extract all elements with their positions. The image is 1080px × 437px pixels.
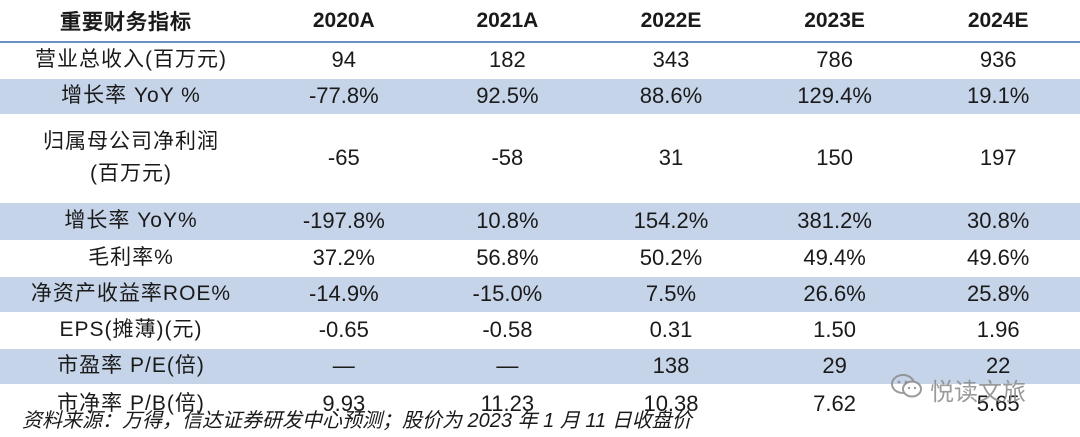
row-label: 市盈率 P/E(倍) (0, 348, 262, 384)
row-label-line: 净资产收益率ROE% (30, 282, 232, 305)
source-note: 资料来源：万得，信达证券研发中心预测；股价为 2023 年 1 月 11 日收盘… (22, 410, 692, 432)
table-row: 毛利率% 37.2% 56.8% 50.2% 49.4% 49.6% (0, 240, 1080, 276)
table-cell: -0.58 (482, 317, 533, 342)
table-cell: -77.8% (262, 78, 426, 114)
table-row: 营业总收入(百万元) 94 182 343 786 936 (0, 42, 1080, 78)
table-cell: 94 (331, 47, 357, 73)
table-cell: 343 (652, 47, 690, 73)
row-label: 归属母公司净利润 (百万元) (0, 114, 262, 202)
table-cell: 92.5% (425, 78, 590, 114)
table-row: 归属母公司净利润 (百万元) -65 -58 31 150 197 (0, 114, 1080, 202)
table-cell: 11.23 (480, 391, 535, 417)
table-cell: 10.38 (643, 391, 699, 417)
header-year-2022e: 2022E (589, 0, 753, 43)
table-cell: 7.5% (589, 276, 753, 312)
table-cell: 50.2% (639, 245, 703, 270)
row-label-line: 市净率 P/B(倍) (57, 392, 205, 416)
table-cell: 1.96 (976, 317, 1020, 342)
table-cell: 381.2% (752, 202, 917, 240)
row-label-line: (百万元) (90, 162, 172, 185)
table-row: 增长率 YoY% -197.8% 10.8% 154.2% 381.2% 30.8% (0, 202, 1080, 240)
row-label: EPS(摊薄)(元) (0, 312, 262, 348)
financial-indicators-table: 重要财务指标 2020A 2021A 2022E 2023E 2024E 营业总… (0, 0, 1080, 424)
row-label-line: 归属母公司净利润 (43, 130, 219, 153)
table-cell: 22 (916, 348, 1080, 384)
table-row: 增长率 YoY % -77.8% 92.5% 88.6% 129.4% 19.1% (0, 78, 1080, 114)
table-cell: 5.65 (976, 391, 1020, 417)
table-cell: 25.8% (916, 276, 1080, 312)
table-cell: 19.1% (916, 78, 1080, 114)
header-year-2023e: 2023E (752, 0, 917, 43)
table-cell: 1.50 (813, 317, 856, 342)
table-cell: -58 (491, 145, 524, 170)
table-cell: 182 (489, 47, 526, 73)
table-row: 净资产收益率ROE% -14.9% -15.0% 7.5% 26.6% 25.8% (0, 276, 1080, 312)
table-cell: -15.0% (425, 276, 590, 312)
table-cell: 37.2% (312, 245, 375, 270)
table-cell: — (262, 348, 426, 384)
watermark: 悦读文旅 (890, 372, 1026, 407)
header-metric: 重要财务指标 (0, 0, 262, 43)
header-year-2021a: 2021A (425, 0, 590, 43)
table-cell: 49.4% (803, 245, 866, 270)
watermark-text: 悦读文旅 (930, 379, 1026, 406)
table-cell: 26.6% (752, 276, 917, 312)
table-cell: -197.8% (262, 202, 426, 240)
row-label: 营业总收入(百万元) (0, 42, 262, 78)
table-cell: 9.93 (322, 391, 366, 417)
row-label-line: 毛利率% (88, 246, 174, 269)
row-label-line: 增长率 YoY % (61, 84, 201, 107)
row-label: 市净率 P/B(倍) (0, 384, 262, 424)
table-cell: — (425, 348, 590, 384)
table-cell: 31 (658, 145, 684, 170)
header-year-2020a: 2020A (262, 0, 426, 43)
table-cell: 786 (816, 47, 853, 73)
table-cell: 154.2% (589, 202, 753, 240)
wechat-icon (890, 372, 924, 407)
table-cell: 197 (979, 145, 1017, 170)
row-label-line: 市盈率 P/E(倍) (57, 354, 205, 377)
table-body: 营业总收入(百万元) 94 182 343 786 936 增长率 YoY % -77.8% 9… (0, 42, 1080, 424)
table-cell: 0.31 (649, 317, 693, 342)
row-label: 毛利率% (0, 240, 262, 276)
table-cell: -0.65 (318, 317, 369, 342)
row-label: 增长率 YoY% (0, 202, 262, 240)
table-row: EPS(摊薄)(元) -0.65 -0.58 0.31 1.50 1.96 (0, 312, 1080, 348)
table-row: 市盈率 P/E(倍) — —138 29 22 (0, 348, 1080, 384)
row-label-line: 营业总收入(百万元) (35, 48, 227, 72)
row-label: 净资产收益率ROE% (0, 276, 262, 312)
table-cell: 30.8% (916, 202, 1080, 240)
table-cell: 49.6% (966, 245, 1030, 270)
table-cell: 129.4% (752, 78, 917, 114)
table-cell: 88.6% (589, 78, 753, 114)
table-cell: 56.8% (476, 245, 539, 270)
table-cell: 936 (979, 47, 1017, 73)
row-label: 增长率 YoY % (0, 78, 262, 114)
table-cell: 150 (816, 145, 853, 170)
table-cell: -14.9% (262, 276, 426, 312)
row-label-line: 增长率 YoY% (64, 209, 198, 232)
table-row: 市净率 P/B(倍) 9.93 11.23 10.38 7.62 5.65 (0, 384, 1080, 424)
table-cell: 138 (589, 348, 753, 384)
header-year-2024e: 2024E (916, 0, 1080, 43)
table-header-row: 重要财务指标 2020A 2021A 2022E 2023E 2024E (0, 0, 1080, 43)
table-cell: 29 (752, 348, 917, 384)
row-label-line: EPS(摊薄)(元) (59, 318, 203, 341)
table-cell: 7.62 (813, 391, 856, 417)
table-cell: -65 (327, 145, 360, 170)
table-cell: 10.8% (425, 202, 590, 240)
